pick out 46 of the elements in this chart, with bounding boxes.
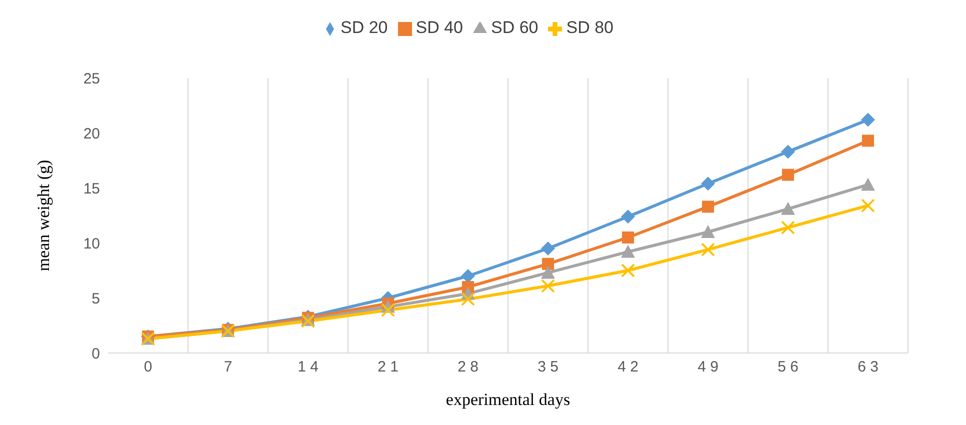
x-tick-label: 2 1	[378, 358, 398, 376]
y-tick-label: 25	[83, 70, 100, 88]
x-tick-label: 6 3	[858, 358, 878, 376]
x-tick-label: 1 4	[298, 358, 318, 376]
point	[781, 220, 795, 235]
point	[621, 244, 635, 258]
x-tick-label: 7	[224, 358, 232, 376]
x-tick-label: 3 5	[538, 358, 558, 376]
legend-label: SD 20	[340, 18, 388, 37]
y-tick-label: 0	[92, 345, 100, 362]
point	[461, 269, 475, 283]
point	[622, 232, 634, 244]
legend-label: SD 80	[566, 18, 614, 37]
point	[461, 292, 475, 306]
point	[701, 176, 715, 191]
point	[702, 200, 714, 213]
point	[541, 266, 555, 279]
y-tick-label: 5	[92, 290, 100, 308]
point	[861, 178, 875, 191]
x-tick-label: 0	[144, 358, 152, 376]
legend-label: SD 40	[416, 18, 463, 37]
point	[781, 202, 795, 215]
point	[782, 168, 794, 181]
point	[861, 112, 875, 127]
x-tick-label: 4 2	[618, 358, 638, 376]
point	[301, 314, 315, 328]
y-tick-label: 20	[83, 125, 100, 142]
point	[541, 242, 555, 256]
y-tick-label: 10	[83, 235, 100, 252]
x-tick-label: 2 8	[458, 358, 478, 376]
point	[541, 278, 555, 293]
y-axis-title: mean weight (g)	[34, 160, 54, 272]
point	[701, 225, 715, 238]
point	[621, 264, 635, 278]
x-tick-label: 5 6	[778, 358, 798, 376]
point	[701, 242, 715, 257]
point	[542, 258, 554, 270]
legend-label: SD 60	[491, 18, 538, 37]
point	[621, 210, 635, 224]
y-tick-label: 15	[83, 180, 100, 198]
point	[862, 134, 874, 147]
point	[381, 303, 395, 318]
x-axis-title: experimental days	[446, 390, 570, 410]
point	[781, 144, 795, 159]
point	[861, 198, 875, 213]
x-tick-label: 4 9	[698, 358, 718, 376]
